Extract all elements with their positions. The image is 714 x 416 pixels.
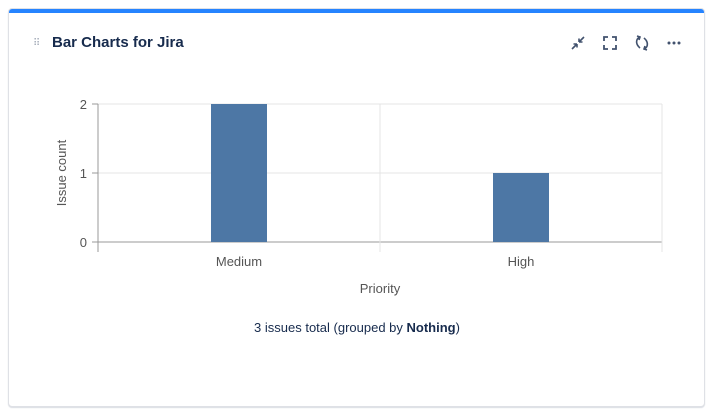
bar-high <box>493 173 549 242</box>
minimize-icon[interactable] <box>568 33 588 53</box>
x-tick-label: Medium <box>216 254 262 269</box>
refresh-icon[interactable] <box>632 33 652 53</box>
drag-handle-icon[interactable]: ⠿ <box>33 38 40 49</box>
y-tick-label: 1 <box>80 166 87 181</box>
y-tick-label: 2 <box>80 97 87 112</box>
y-tick-label: 0 <box>80 235 87 250</box>
group-by-value: Nothing <box>406 320 456 335</box>
accent-bar <box>9 9 704 13</box>
issues-total-summary: 3 issues total (grouped by Nothing) <box>0 320 714 335</box>
more-icon[interactable] <box>664 33 684 53</box>
x-axis-label: Priority <box>360 281 401 296</box>
summary-prefix: 3 issues total (grouped by <box>254 320 407 335</box>
fullscreen-icon[interactable] <box>600 33 620 53</box>
x-tick-label: High <box>508 254 535 269</box>
y-axis-label: Issue count <box>54 139 69 206</box>
gadget-title: Bar Charts for Jira <box>52 34 184 51</box>
gadget-card: ⠿ Bar Charts for Jira <box>8 8 705 407</box>
gadget-actions <box>568 33 684 53</box>
bar-medium <box>211 104 267 242</box>
summary-suffix: ) <box>455 320 460 335</box>
